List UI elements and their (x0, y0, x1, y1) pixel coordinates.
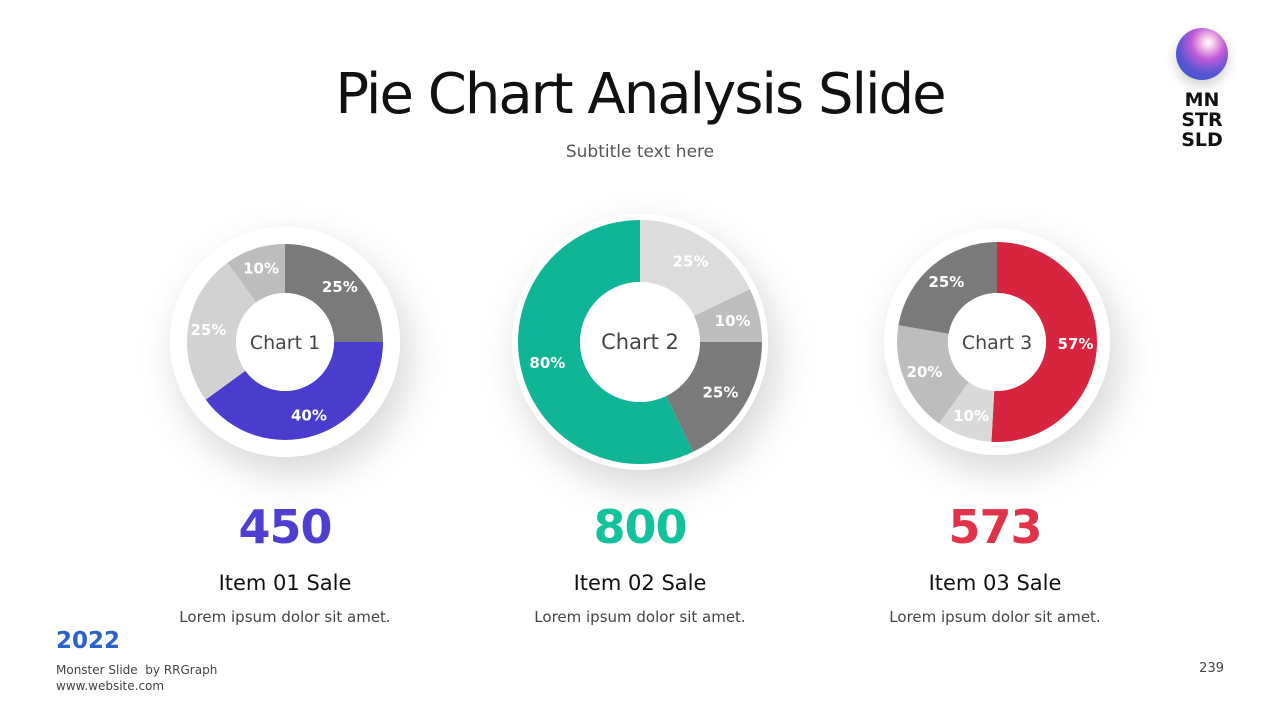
slice-label: 25% (191, 321, 227, 339)
slice-label: 25% (702, 384, 738, 402)
brand-logo: MN STR SLD (1170, 28, 1234, 150)
logo-text: MN STR SLD (1170, 90, 1234, 150)
slice-label: 57% (1058, 335, 1094, 353)
pie-slice (939, 381, 995, 442)
footer-brand: Monster Slide by RRGraph (56, 663, 218, 677)
pie-slice (694, 289, 762, 342)
slice-label: 25% (928, 273, 964, 291)
slice-label: 25% (322, 278, 358, 296)
page-number: 239 (1199, 661, 1224, 676)
slice-label: 20% (907, 363, 943, 381)
pie-slice (898, 242, 997, 334)
pie-slice (640, 220, 750, 316)
logo-line: SLD (1181, 129, 1223, 151)
pie-slice (518, 220, 693, 464)
pie-slice (186, 262, 257, 400)
pie-slice (205, 342, 383, 440)
pie-slice (666, 342, 762, 452)
pie-slice (991, 242, 1098, 443)
stat-desc-item-03: Lorem ipsum dolor sit amet. (889, 608, 1101, 626)
donut-chart-3: 57% 10% 20% 25% Chart 3 (884, 229, 1110, 455)
footer-credits: Monster Slide by RRGraph www.website.com (56, 662, 217, 694)
page-subtitle: Subtitle text here (565, 142, 715, 162)
donut-hole (580, 282, 700, 402)
pie-slice (285, 244, 383, 342)
donut-hole (948, 293, 1046, 391)
stat-label-item-02: Item 02 Sale (573, 571, 707, 595)
donut-chart-1: 25% 40% 25% 10% Chart 1 (170, 227, 400, 457)
stat-value-item-02: 800 (593, 500, 687, 554)
logo-sphere-icon (1176, 28, 1228, 80)
slice-label: 10% (243, 259, 279, 277)
stat-desc-item-01: Lorem ipsum dolor sit amet. (179, 608, 391, 626)
donut-hole (236, 293, 334, 391)
logo-line: MN (1184, 89, 1220, 111)
slice-label: 10% (953, 407, 989, 425)
stat-label-item-03: Item 03 Sale (928, 571, 1062, 595)
footer-year: 2022 (56, 628, 121, 654)
stat-desc-item-02: Lorem ipsum dolor sit amet. (534, 608, 746, 626)
footer-website: www.website.com (56, 679, 165, 693)
donut-chart-2: 25% 10% 25% 80% Chart 2 (512, 214, 768, 470)
stat-value-item-01: 450 (238, 500, 332, 554)
slice-label: 40% (291, 407, 327, 425)
stat-label-item-01: Item 01 Sale (218, 571, 352, 595)
stat-value-item-03: 573 (948, 500, 1042, 554)
chart-title: Chart 3 (962, 332, 1032, 354)
logo-line: STR (1181, 109, 1223, 131)
pie-slice (227, 244, 285, 303)
chart-title: Chart 1 (250, 332, 320, 354)
slice-label: 25% (673, 253, 709, 271)
slice-label: 80% (529, 354, 565, 372)
chart-title: Chart 2 (601, 330, 679, 354)
slice-label: 10% (715, 312, 751, 330)
page-title: Pie Chart Analysis Slide (335, 62, 946, 127)
pie-slice (897, 325, 969, 424)
